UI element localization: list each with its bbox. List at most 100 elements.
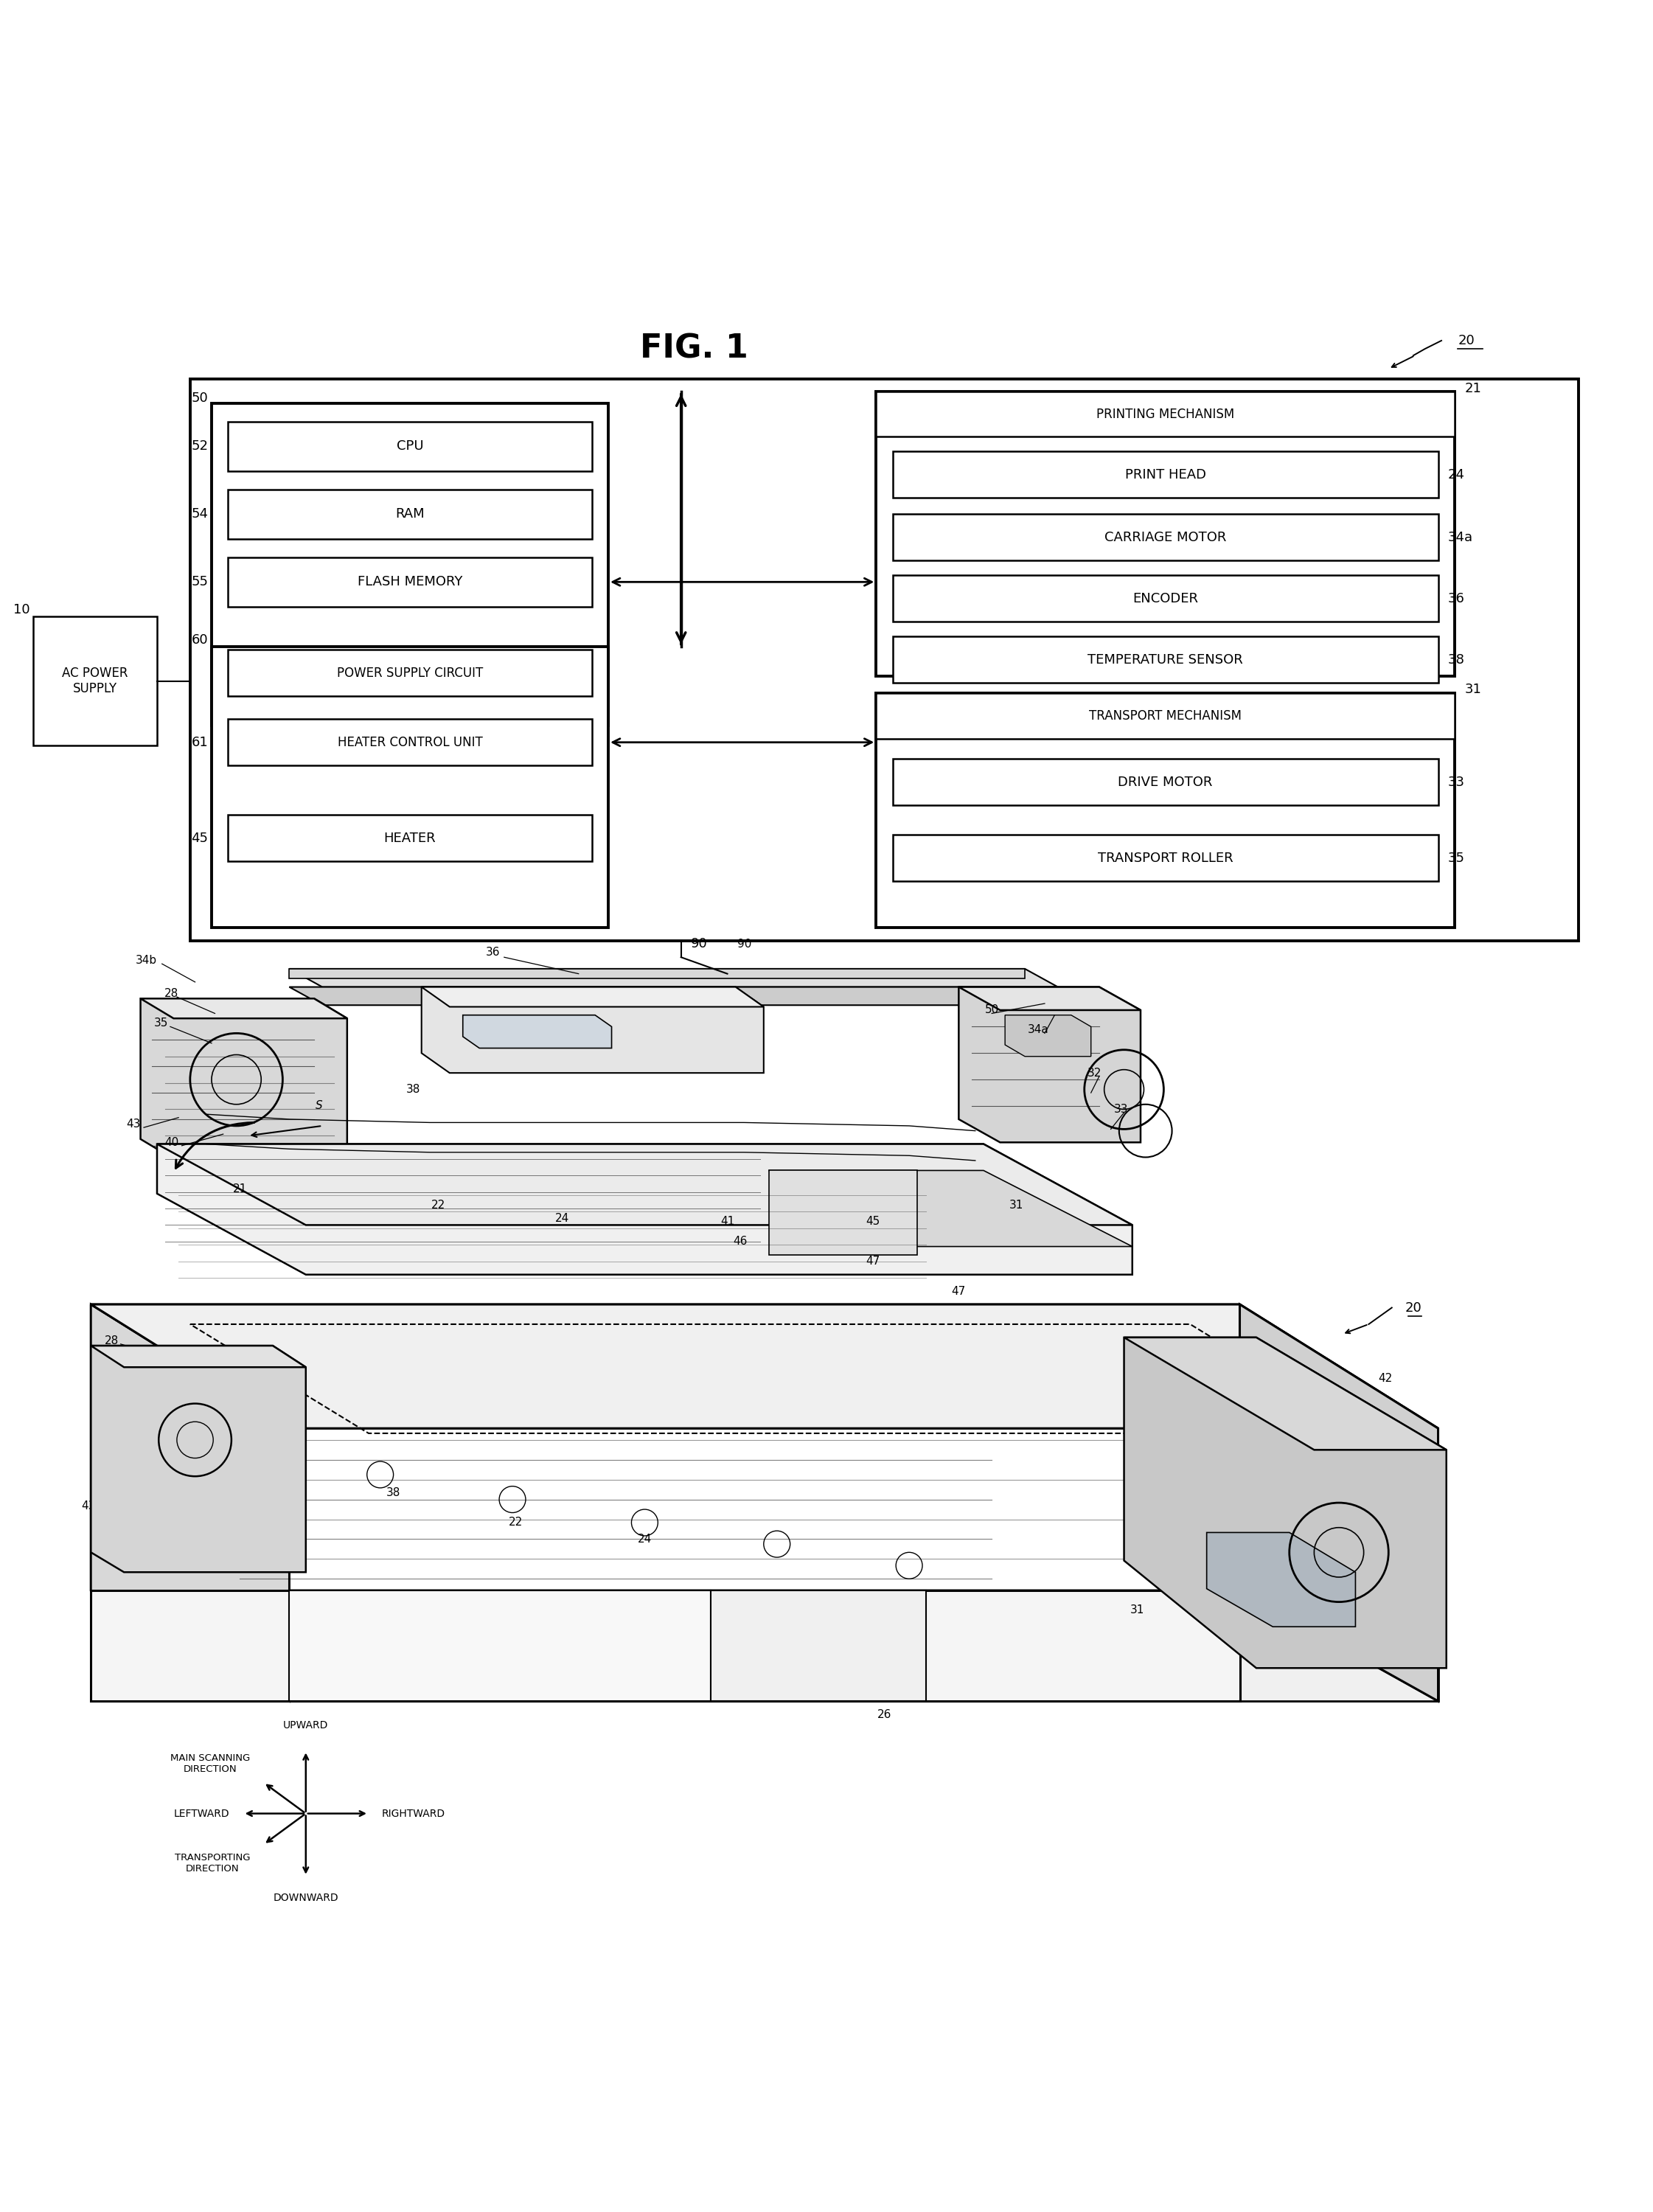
Bar bbox=[212, 646, 608, 927]
Text: 10: 10 bbox=[13, 604, 30, 617]
Text: FIG. 1: FIG. 1 bbox=[640, 334, 749, 365]
Text: DOWNWARD: DOWNWARD bbox=[273, 1893, 339, 1902]
Text: 60: 60 bbox=[192, 633, 208, 646]
Polygon shape bbox=[91, 1345, 306, 1367]
Polygon shape bbox=[959, 987, 1141, 1011]
Text: 34b: 34b bbox=[136, 956, 157, 967]
Text: 21: 21 bbox=[233, 1183, 246, 1194]
Text: 47: 47 bbox=[952, 1285, 965, 1296]
Text: 20: 20 bbox=[1458, 334, 1474, 347]
Text: 33: 33 bbox=[1114, 1104, 1127, 1115]
Polygon shape bbox=[1124, 1338, 1446, 1449]
Text: 21: 21 bbox=[1465, 383, 1481, 396]
Text: 43: 43 bbox=[81, 1500, 96, 1511]
Text: RIGHTWARD: RIGHTWARD bbox=[382, 1809, 445, 1818]
Text: 45: 45 bbox=[866, 1217, 879, 1228]
Bar bbox=[876, 692, 1455, 927]
Text: TRANSPORT MECHANISM: TRANSPORT MECHANISM bbox=[1089, 710, 1241, 723]
Text: AC POWER
SUPPLY: AC POWER SUPPLY bbox=[63, 666, 127, 695]
Text: 41: 41 bbox=[721, 1217, 734, 1228]
Text: POWER SUPPLY CIRCUIT: POWER SUPPLY CIRCUIT bbox=[337, 666, 483, 679]
Text: 41: 41 bbox=[869, 1644, 883, 1655]
Polygon shape bbox=[289, 987, 1058, 1004]
Bar bbox=[893, 513, 1438, 560]
Text: 38: 38 bbox=[1448, 653, 1465, 666]
Text: 21: 21 bbox=[605, 1677, 618, 1688]
Text: FLASH MEMORY: FLASH MEMORY bbox=[357, 575, 463, 588]
Text: HEATER CONTROL UNIT: HEATER CONTROL UNIT bbox=[337, 737, 483, 750]
Polygon shape bbox=[1240, 1305, 1438, 1701]
Text: 26: 26 bbox=[878, 1710, 891, 1721]
Bar bbox=[190, 378, 1579, 940]
Polygon shape bbox=[463, 1015, 612, 1048]
Polygon shape bbox=[422, 987, 764, 1073]
Text: LEFTWARD: LEFTWARD bbox=[174, 1809, 230, 1818]
Bar bbox=[33, 617, 157, 745]
Bar bbox=[228, 719, 592, 765]
Text: 43: 43 bbox=[126, 1119, 141, 1130]
Bar bbox=[893, 575, 1438, 622]
Polygon shape bbox=[959, 987, 1141, 1141]
Text: CPU: CPU bbox=[397, 440, 423, 453]
Text: 61: 61 bbox=[192, 737, 208, 750]
Polygon shape bbox=[1124, 1338, 1446, 1668]
Polygon shape bbox=[91, 1305, 289, 1701]
Text: 40: 40 bbox=[134, 1522, 149, 1533]
Text: PRINTING MECHANISM: PRINTING MECHANISM bbox=[1096, 407, 1235, 420]
Text: MAIN SCANNING
DIRECTION: MAIN SCANNING DIRECTION bbox=[170, 1754, 251, 1774]
Text: 50: 50 bbox=[192, 392, 208, 405]
Polygon shape bbox=[91, 1305, 1438, 1429]
Text: 24: 24 bbox=[638, 1533, 651, 1544]
Text: 90: 90 bbox=[691, 938, 707, 951]
Text: 50: 50 bbox=[985, 1004, 998, 1015]
Bar bbox=[893, 451, 1438, 498]
Bar bbox=[212, 403, 608, 726]
Bar bbox=[893, 834, 1438, 880]
Text: TEMPERATURE SENSOR: TEMPERATURE SENSOR bbox=[1088, 653, 1243, 666]
Text: 52: 52 bbox=[192, 440, 208, 453]
Text: 54: 54 bbox=[192, 507, 208, 520]
Polygon shape bbox=[91, 1345, 306, 1573]
Text: 90: 90 bbox=[737, 938, 752, 949]
Text: UPWARD: UPWARD bbox=[283, 1721, 329, 1730]
Text: 47: 47 bbox=[866, 1256, 879, 1267]
Text: DRIVE MOTOR: DRIVE MOTOR bbox=[1117, 776, 1213, 790]
Bar bbox=[228, 422, 592, 471]
Polygon shape bbox=[289, 969, 1025, 978]
Text: S: S bbox=[316, 1102, 322, 1110]
Polygon shape bbox=[422, 987, 764, 1006]
Text: TRANSPORT ROLLER: TRANSPORT ROLLER bbox=[1098, 852, 1233, 865]
Text: 45: 45 bbox=[192, 832, 208, 845]
Polygon shape bbox=[1240, 1318, 1438, 1701]
Text: ENCODER: ENCODER bbox=[1132, 593, 1198, 606]
Text: 38: 38 bbox=[387, 1486, 400, 1498]
Bar bbox=[876, 692, 1455, 739]
Text: 32: 32 bbox=[1088, 1068, 1101, 1079]
Text: 28: 28 bbox=[164, 989, 179, 1000]
Polygon shape bbox=[91, 1590, 1240, 1701]
Text: RAM: RAM bbox=[395, 507, 425, 520]
Polygon shape bbox=[289, 1590, 711, 1701]
Text: 31: 31 bbox=[1010, 1199, 1023, 1210]
Polygon shape bbox=[91, 1590, 1438, 1701]
Polygon shape bbox=[91, 1305, 289, 1701]
Text: 34a: 34a bbox=[1448, 531, 1473, 544]
Text: 40: 40 bbox=[164, 1137, 179, 1148]
Bar bbox=[876, 392, 1455, 677]
Polygon shape bbox=[769, 1170, 1132, 1248]
Text: 36: 36 bbox=[486, 947, 499, 958]
Polygon shape bbox=[91, 1305, 1438, 1701]
Text: 46: 46 bbox=[734, 1237, 747, 1248]
Bar bbox=[893, 759, 1438, 805]
Text: TRANSPORTING
DIRECTION: TRANSPORTING DIRECTION bbox=[175, 1854, 251, 1874]
Text: 34a: 34a bbox=[1028, 1024, 1048, 1035]
Text: 22: 22 bbox=[509, 1517, 522, 1528]
Text: 28: 28 bbox=[104, 1336, 119, 1347]
Polygon shape bbox=[711, 1590, 926, 1701]
Bar bbox=[228, 650, 592, 697]
Text: 20: 20 bbox=[1405, 1301, 1422, 1314]
Text: 36: 36 bbox=[1448, 593, 1465, 606]
Text: 22: 22 bbox=[431, 1199, 445, 1210]
Text: 24: 24 bbox=[1448, 469, 1465, 482]
Bar bbox=[228, 814, 592, 860]
